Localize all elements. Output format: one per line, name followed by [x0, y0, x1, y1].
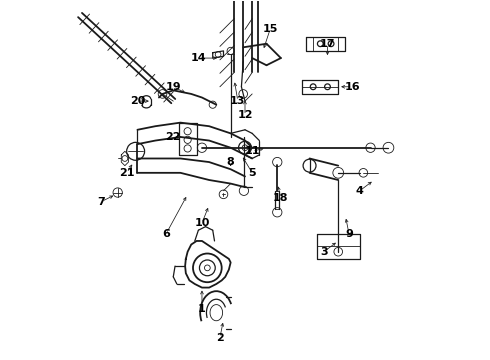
Text: 19: 19 — [166, 82, 181, 92]
Text: 3: 3 — [320, 247, 328, 257]
Text: 6: 6 — [162, 229, 170, 239]
Text: 11: 11 — [245, 146, 260, 156]
Text: 15: 15 — [263, 24, 278, 35]
Text: 1: 1 — [198, 304, 206, 314]
Text: 10: 10 — [194, 218, 210, 228]
Text: 21: 21 — [119, 168, 134, 178]
Text: 18: 18 — [273, 193, 289, 203]
Text: 7: 7 — [98, 197, 105, 207]
Text: 12: 12 — [237, 111, 253, 121]
Text: 14: 14 — [191, 53, 206, 63]
Text: 8: 8 — [227, 157, 235, 167]
Text: 17: 17 — [320, 39, 335, 49]
Text: 2: 2 — [216, 333, 224, 343]
Text: 4: 4 — [356, 186, 364, 196]
Text: 13: 13 — [230, 96, 245, 106]
Text: 5: 5 — [248, 168, 256, 178]
Text: 22: 22 — [166, 132, 181, 142]
Text: 20: 20 — [130, 96, 145, 106]
Text: 9: 9 — [345, 229, 353, 239]
Text: 16: 16 — [345, 82, 361, 92]
